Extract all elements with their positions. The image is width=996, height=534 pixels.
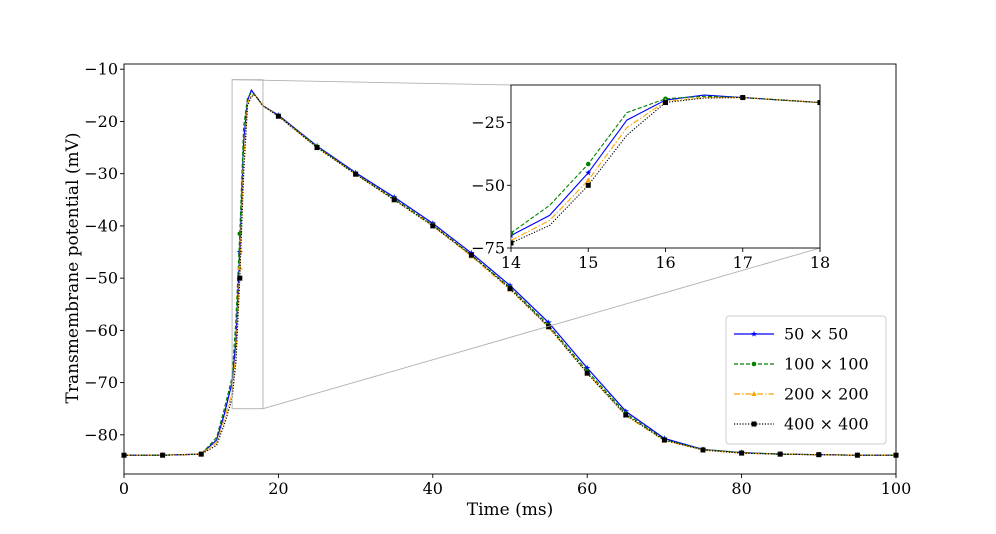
y-tick-label: −50: [84, 269, 118, 288]
inset-x-tick-label: 15: [578, 253, 598, 272]
inset-data-point: [585, 182, 591, 188]
inset-x-tick-label: 14: [501, 253, 521, 272]
inset-y-tick-label: −25: [471, 113, 505, 132]
inset-x-tick-label: 18: [810, 253, 830, 272]
y-tick-label: −40: [84, 216, 118, 235]
inset-plot-area: [510, 84, 821, 249]
zoom-region-box: [231, 79, 264, 410]
inset-data-point: [511, 232, 515, 239]
legend-marker: [750, 330, 758, 337]
inset-y-tick-label: −50: [471, 176, 505, 195]
data-point: [622, 408, 629, 414]
data-point: [275, 113, 281, 119]
legend-item: 200 × 200: [734, 385, 869, 404]
data-point: [545, 319, 552, 326]
legend-marker: [751, 421, 757, 427]
data-point: [507, 286, 513, 292]
data-point: [506, 282, 514, 289]
data-point: [391, 197, 397, 203]
data-point: [816, 452, 822, 458]
inset-y-tick-label: −75: [471, 239, 505, 258]
y-axis-label: Transmembrane potential (mV): [63, 133, 83, 404]
inset-data-point: [817, 100, 820, 106]
data-point: [160, 452, 166, 458]
y-tick-label: −70: [84, 373, 118, 392]
data-point: [893, 452, 899, 458]
legend-label: 400 × 400: [784, 415, 869, 434]
legend: 50 × 50 100 × 100 200 × 200 400 × 400: [725, 315, 887, 445]
data-point: [314, 145, 320, 151]
zoom-indicator: [231, 79, 821, 410]
x-tick-label: 20: [268, 479, 288, 498]
inset-x-tick-label: 17: [733, 253, 753, 272]
data-point: [623, 412, 629, 418]
y-tick-label: −80: [84, 425, 118, 444]
data-point: [584, 370, 590, 376]
x-tick-label: 40: [423, 479, 443, 498]
series-line: [124, 94, 896, 456]
data-point: [237, 264, 243, 270]
inset-plot: 14 15 16 17 18 −75 −50 −25: [471, 84, 830, 272]
legend-item: 100 × 100: [734, 355, 869, 374]
data-point: [661, 437, 667, 443]
data-point: [854, 452, 860, 458]
x-tick-label: 100: [881, 479, 912, 498]
main-plot: 0 20 40 60 80 100 −80 −70 −60 −50 −40 −30 −20 −10: [84, 60, 911, 498]
inset-series-group: [511, 94, 820, 246]
x-tick-label: 60: [577, 479, 597, 498]
legend-item: 400 × 400: [734, 415, 869, 434]
inset-data-point: [585, 161, 591, 167]
data-point: [584, 364, 591, 371]
y-tick-label: −30: [84, 164, 118, 183]
x-tick-label: 0: [119, 479, 129, 498]
inset-data-point: [740, 95, 746, 101]
data-point: [468, 252, 474, 258]
data-point: [198, 451, 204, 457]
legend-label: 50 × 50: [784, 325, 848, 344]
data-point: [430, 223, 436, 229]
legend-item: 50 × 50: [734, 325, 848, 344]
inset-series-line: [511, 96, 820, 244]
inset-series-line: [511, 95, 820, 234]
y-tick-label: −60: [84, 321, 118, 340]
zoom-connector-line: [232, 79, 512, 86]
y-tick-label: −10: [84, 60, 118, 79]
data-point: [353, 171, 359, 177]
legend-box: [725, 315, 887, 445]
data-point: [777, 451, 783, 457]
legend-label: 200 × 200: [784, 385, 869, 404]
x-axis-label: Time (ms): [467, 500, 553, 520]
data-point: [700, 447, 706, 453]
inset-data-point: [585, 169, 592, 176]
inset-data-point: [585, 177, 591, 183]
series-group: [120, 88, 900, 458]
plot-area: [123, 63, 897, 475]
data-point: [237, 275, 243, 281]
x-tick-label: 80: [731, 479, 751, 498]
inset-data-point: [511, 230, 514, 236]
legend-marker: [751, 391, 757, 396]
data-point: [121, 452, 127, 458]
series-line: [124, 91, 896, 456]
inset-data-point: [511, 240, 514, 246]
inset-series-line: [511, 96, 820, 241]
inset-data-point: [663, 100, 668, 106]
data-point: [739, 450, 745, 456]
y-tick-label: −20: [84, 112, 118, 131]
legend-label: 100 × 100: [784, 355, 869, 374]
inset-x-tick-label: 16: [655, 253, 675, 272]
zoom-connector-line: [262, 247, 821, 410]
legend-marker: [751, 361, 757, 367]
